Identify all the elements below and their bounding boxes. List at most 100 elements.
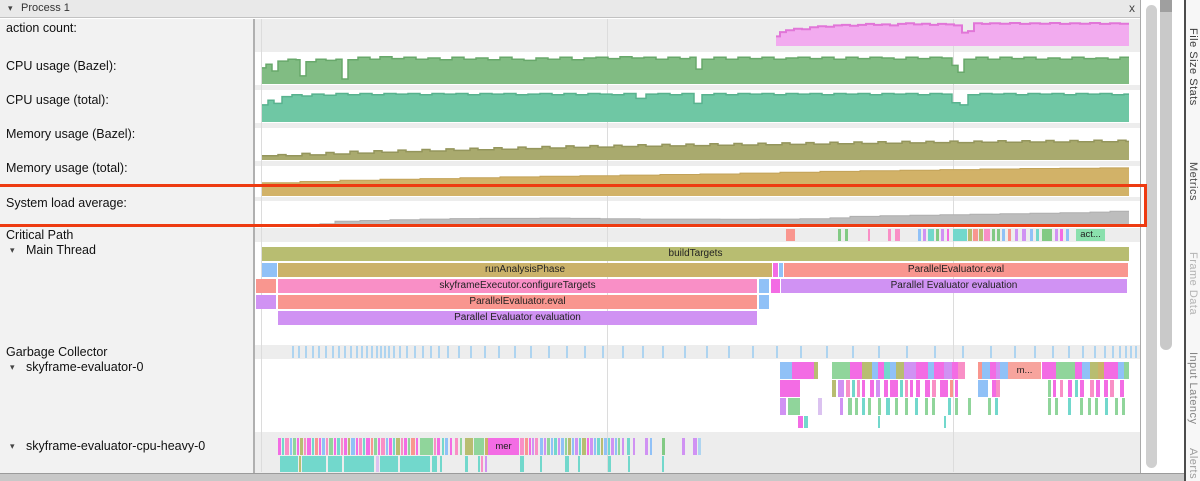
cpu-heavy-sliver[interactable] — [662, 438, 665, 455]
cpu-heavy-sliver[interactable] — [307, 438, 311, 455]
skyframe-evaluator-0-sliver[interactable] — [1098, 362, 1104, 379]
skyframe-evaluator-0-sliver[interactable] — [1110, 380, 1114, 397]
skyframe-evaluator-0-sliver[interactable] — [1075, 362, 1082, 379]
gc-event-sliver[interactable] — [1094, 346, 1096, 358]
cpu-heavy-sliver[interactable] — [604, 438, 607, 455]
main-thread-slice[interactable]: skyframeExecutor.configureTargets — [278, 279, 757, 293]
cpu-heavy-sliver[interactable] — [366, 438, 370, 455]
track-label-mem-bazel[interactable]: Memory usage (Bazel): — [0, 127, 253, 143]
cpu-heavy-sliver[interactable] — [393, 438, 395, 455]
skyframe-evaluator-0-sliver[interactable] — [818, 398, 822, 415]
skyframe-evaluator-0-sliver[interactable] — [900, 380, 903, 397]
skyframe-evaluator-0-sliver[interactable] — [1096, 380, 1100, 397]
gc-event-sliver[interactable] — [366, 346, 368, 358]
skyframe-evaluator-0-sliver[interactable] — [876, 380, 880, 397]
cpu-heavy-sliver[interactable] — [285, 438, 289, 455]
skyframe-evaluator-0-sliver[interactable] — [978, 380, 988, 397]
cpu-heavy-sliver[interactable] — [380, 456, 398, 472]
gc-event-sliver[interactable] — [406, 346, 408, 358]
gc-event-sliver[interactable] — [530, 346, 532, 358]
skyframe-evaluator-0-sliver[interactable] — [1088, 398, 1091, 415]
cpu-heavy-sliver[interactable] — [587, 438, 589, 455]
skyframe-evaluator-0-sliver[interactable] — [932, 398, 935, 415]
gc-event-sliver[interactable] — [934, 346, 936, 358]
horizontal-scrollbar[interactable] — [0, 473, 1184, 481]
critical-path-sliver[interactable] — [973, 229, 978, 241]
cpu-heavy-sliver[interactable] — [408, 438, 410, 455]
gc-event-sliver[interactable] — [305, 346, 307, 358]
cpu-heavy-sliver[interactable] — [529, 438, 531, 455]
gc-event-sliver[interactable] — [706, 346, 708, 358]
cpu-heavy-sliver[interactable] — [386, 438, 388, 455]
cpu-heavy-sliver[interactable] — [578, 456, 580, 472]
critical-path-sliver[interactable] — [1022, 229, 1026, 241]
skyframe-evaluator-0-sliver[interactable] — [852, 380, 855, 397]
skyframe-evaluator-0-sliver[interactable] — [780, 362, 792, 379]
cpu-heavy-sliver[interactable] — [440, 456, 442, 472]
skyframe-evaluator-0-sliver[interactable] — [886, 398, 890, 415]
gc-event-sliver[interactable] — [602, 346, 604, 358]
cpu-heavy-sliver[interactable] — [378, 438, 380, 455]
gc-event-sliver[interactable] — [325, 346, 327, 358]
skyframe-evaluator-0-sliver[interactable] — [1095, 398, 1098, 415]
critical-path-sliver[interactable] — [947, 229, 949, 241]
main-thread-sliver[interactable] — [759, 279, 769, 293]
skyframe-evaluator-0-sliver[interactable] — [890, 362, 896, 379]
critical-path-sliver[interactable] — [1042, 229, 1052, 241]
cpu-heavy-sliver[interactable] — [554, 438, 557, 455]
track-label-action-count[interactable]: action count: — [0, 21, 253, 37]
gc-event-sliver[interactable] — [1014, 346, 1016, 358]
critical-path-sliver[interactable] — [1015, 229, 1018, 241]
cpu-heavy-sliver[interactable] — [337, 438, 340, 455]
inner-vertical-scrollbar[interactable] — [1146, 5, 1157, 468]
cpu-heavy-sliver[interactable] — [572, 438, 574, 455]
skyframe-evaluator-0-sliver[interactable] — [884, 362, 890, 379]
gc-event-sliver[interactable] — [1119, 346, 1121, 358]
track-label-skyframe-evaluator-0[interactable]: ▾ skyframe-evaluator-0 — [0, 360, 253, 376]
skyframe-evaluator-0-sliver[interactable] — [878, 416, 880, 428]
skyframe-evaluator-0-sliver[interactable] — [1105, 398, 1108, 415]
cpu-heavy-sliver[interactable] — [290, 438, 292, 455]
skyframe-evaluator-0-sliver[interactable] — [890, 380, 898, 397]
skyframe-evaluator-0-sliver[interactable] — [870, 380, 874, 397]
gc-event-sliver[interactable] — [906, 346, 908, 358]
gc-event-sliver[interactable] — [752, 346, 754, 358]
skyframe-evaluator-0-sliver[interactable] — [862, 380, 865, 397]
cpu-heavy-sliver[interactable] — [520, 438, 524, 455]
collapse-arrow-icon[interactable]: ▾ — [10, 362, 15, 372]
skyframe-evaluator-0-sliver[interactable] — [1115, 398, 1118, 415]
skyframe-evaluator-0-sliver[interactable] — [990, 362, 996, 379]
cpu-heavy-sliver[interactable] — [460, 438, 462, 455]
skyframe-evaluator-0-sliver[interactable] — [925, 398, 928, 415]
cpu-heavy-sliver[interactable] — [334, 438, 336, 455]
cpu-heavy-sliver[interactable] — [618, 438, 620, 455]
gc-event-sliver[interactable] — [584, 346, 586, 358]
critical-path-sliver[interactable] — [928, 229, 934, 241]
critical-path-sliver[interactable] — [936, 229, 939, 241]
skyframe-evaluator-0-sliver[interactable] — [955, 398, 958, 415]
gc-event-sliver[interactable] — [684, 346, 686, 358]
cpu-heavy-sliver[interactable] — [389, 438, 392, 455]
skyframe-evaluator-0-sliver[interactable] — [848, 398, 852, 415]
skyframe-evaluator-0-sliver[interactable] — [1082, 362, 1090, 379]
main-thread-slice[interactable]: runAnalysisPhase — [278, 263, 772, 277]
track-label-skyframe-evaluator-cpu-heavy-0[interactable]: ▾ skyframe-evaluator-cpu-heavy-0 — [0, 439, 253, 455]
sidebar-tab-input-latency[interactable]: Input Latency — [1187, 352, 1199, 425]
skyframe-evaluator-0-sliver[interactable] — [955, 380, 958, 397]
cpu-heavy-sliver[interactable] — [597, 438, 600, 455]
critical-path-sliver[interactable] — [845, 229, 848, 241]
cpu-heavy-sliver[interactable] — [356, 438, 358, 455]
skyframe-evaluator-0-sliver[interactable] — [846, 380, 850, 397]
skyframe-evaluator-0-sliver[interactable] — [910, 380, 913, 397]
critical-path-sliver[interactable] — [997, 229, 1000, 241]
gc-event-sliver[interactable] — [1125, 346, 1127, 358]
gc-event-sliver[interactable] — [350, 346, 352, 358]
skyframe-evaluator-0-sliver[interactable] — [982, 362, 990, 379]
gc-event-sliver[interactable] — [298, 346, 300, 358]
cpu-heavy-sliver[interactable] — [450, 438, 452, 455]
cpu-heavy-sliver[interactable] — [300, 438, 303, 455]
cpu-heavy-sliver[interactable] — [558, 438, 560, 455]
cpu-heavy-sliver[interactable] — [376, 456, 379, 472]
critical-path-sliver[interactable] — [868, 229, 870, 241]
cpu-heavy-sliver[interactable] — [322, 438, 325, 455]
